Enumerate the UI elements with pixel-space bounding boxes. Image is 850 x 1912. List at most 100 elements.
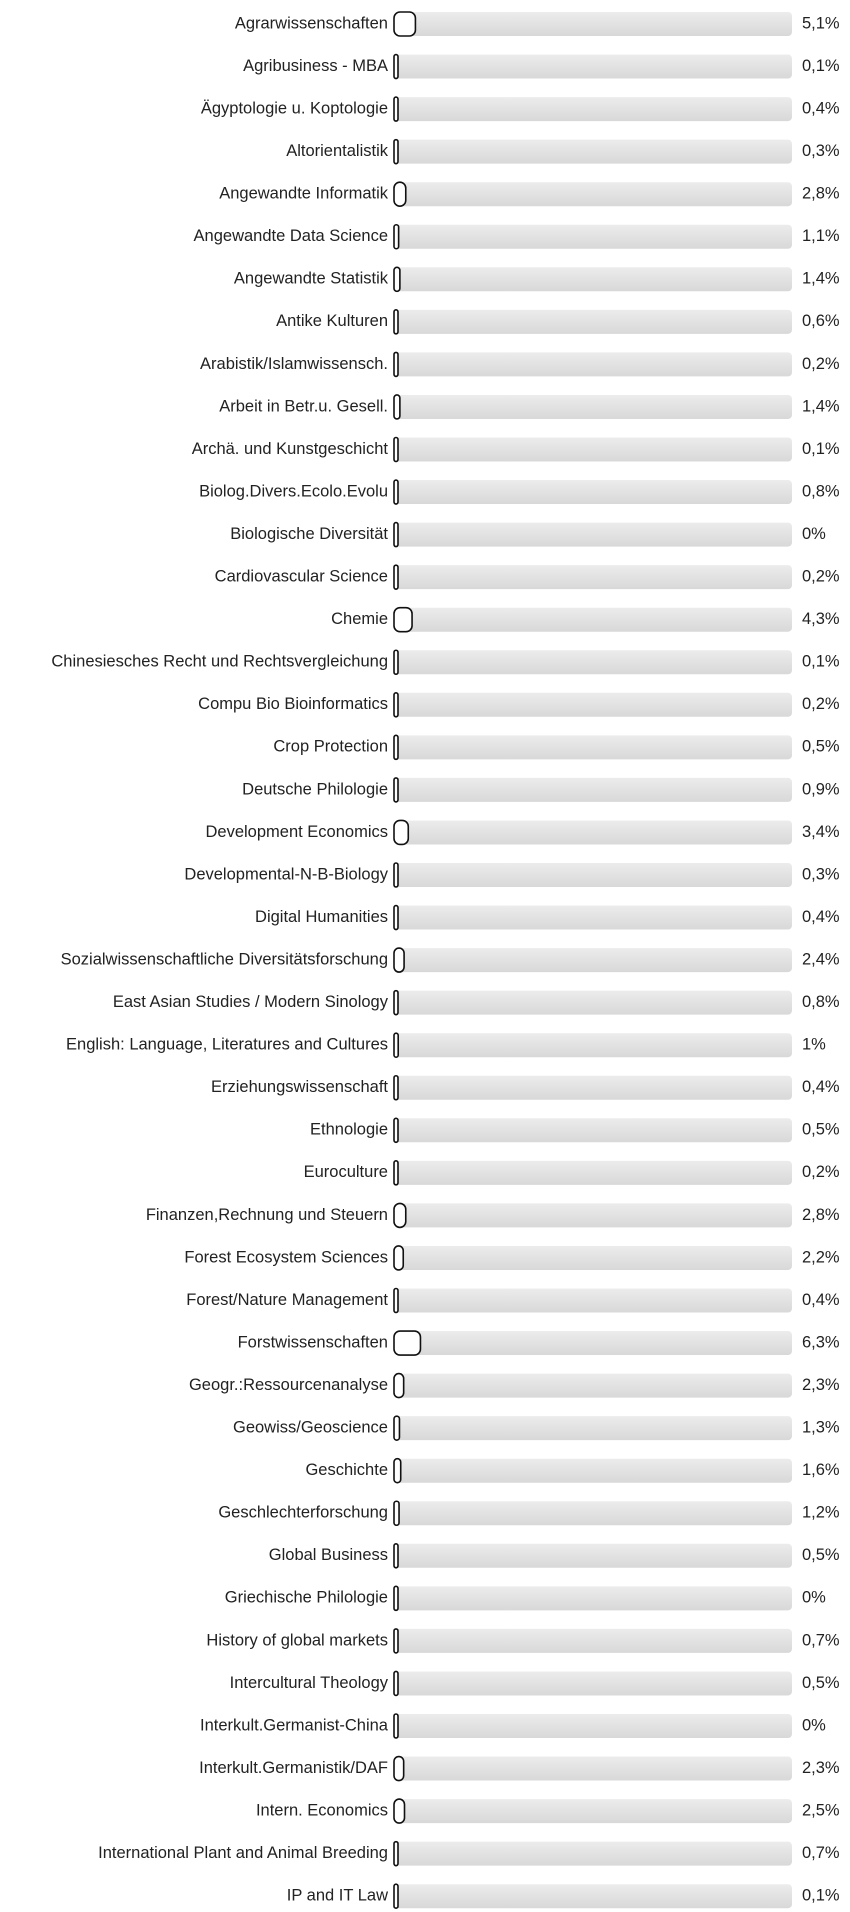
bar-track [395,224,792,249]
category-label: Geschlechterforschung [218,1504,388,1522]
value-label: 1% [802,1036,826,1054]
value-label: 0,8% [802,482,840,500]
bar [393,1670,399,1697]
value-label: 0,2% [802,568,840,586]
category-label: Finanzen,Rechnung und Steuern [146,1206,388,1224]
bar [393,606,413,633]
category-label: Chemie [331,610,388,628]
bar-track [395,565,792,590]
bar-track [395,1884,792,1909]
category-label: Arabistik/Islamwissensch. [200,355,388,373]
category-label: Interkult.Germanistik/DAF [199,1759,388,1777]
bar [393,1415,401,1441]
bar [393,1032,399,1058]
category-label: Angewandte Informatik [219,185,389,203]
value-label: 0% [802,1716,826,1734]
value-label: 0,9% [802,780,840,798]
bar [393,1628,399,1654]
value-label: 0,4% [802,1078,840,1096]
value-label: 0% [802,525,826,543]
bar-track [395,1458,792,1483]
category-label: Angewandte Data Science [194,227,388,245]
bar-track [395,735,792,760]
value-label: 0,7% [802,1631,840,1649]
value-label: 3,4% [802,823,840,841]
category-label: Developmental-N-B-Biology [184,865,388,883]
category-label: Intercultural Theology [230,1674,389,1692]
category-label: Interkult.Germanist-China [200,1716,389,1734]
bar-track [395,1033,792,1058]
category-label: Crop Protection [273,738,388,756]
value-label: 0,2% [802,1163,840,1181]
category-label: Geowiss/Geoscience [233,1419,388,1437]
bar-track [395,480,792,505]
category-label: Erziehungswissenschaft [211,1078,388,1096]
bar [393,394,401,420]
category-label: Archä. und Kunstgeschicht [192,440,389,458]
bar [393,691,399,718]
category-label: Arbeit in Betr.u. Gesell. [219,397,388,415]
bar [393,266,401,293]
bar [393,351,399,378]
bar [393,904,399,931]
value-label: 0,8% [802,993,840,1011]
value-label: 1,6% [802,1461,840,1479]
bar [393,223,400,250]
bar [393,11,417,37]
value-label: 2,3% [802,1759,840,1777]
category-label: Biolog.Divers.Ecolo.Evolu [199,482,388,500]
bar-track [395,1416,792,1441]
bar [393,181,407,207]
bar [393,1287,399,1314]
value-label: 2,8% [802,185,840,203]
bar [393,947,405,973]
category-label: Sozialwissenschaftliche Diversitätsforsc… [61,950,388,968]
bar [393,1500,400,1527]
value-label: 0,4% [802,99,840,117]
bar [393,1160,399,1186]
value-label: 6,3% [802,1333,840,1351]
category-label: Global Business [269,1546,388,1564]
category-label: Antike Kulturen [276,312,388,330]
bar-track [395,267,792,292]
bar-track [395,1799,792,1824]
category-label: Intern. Economics [256,1801,388,1819]
value-label: 1,1% [802,227,840,245]
bar-track [395,1288,792,1313]
value-label: 2,4% [802,950,840,968]
bar-track [395,948,792,973]
bar-track [395,1586,792,1611]
bar [393,862,399,888]
bar [393,1117,399,1144]
bar [393,1883,399,1909]
bar [393,521,399,548]
bar-track [395,905,792,930]
bar-track [395,863,792,887]
bar [393,777,399,803]
bar-track [395,352,792,377]
category-label: East Asian Studies / Modern Sinology [113,993,389,1011]
category-label: Chinesiesches Recht und Rechtsvergleichu… [51,653,388,671]
bar-track [395,1160,792,1185]
value-label: 1,4% [802,397,840,415]
category-label: Forest Ecosystem Sciences [184,1248,388,1266]
bar-track [395,1118,792,1143]
bar-track [395,777,792,802]
bar-track [395,97,792,122]
bar [393,1457,402,1484]
value-label: 4,3% [802,610,840,628]
bar [393,138,399,165]
bar [393,1713,399,1739]
value-label: 5,1% [802,14,840,32]
bar [393,309,399,335]
value-label: 2,3% [802,1376,840,1394]
bar [393,1585,399,1612]
bar-track [395,1714,792,1738]
bar-track [395,1628,792,1653]
category-label: Euroculture [304,1163,388,1181]
bar-track [395,1075,792,1100]
value-label: 0,4% [802,908,840,926]
category-label: Geogr.:Ressourcenanalyse [189,1376,388,1394]
bar-track [395,437,792,462]
bar-track [395,692,792,717]
